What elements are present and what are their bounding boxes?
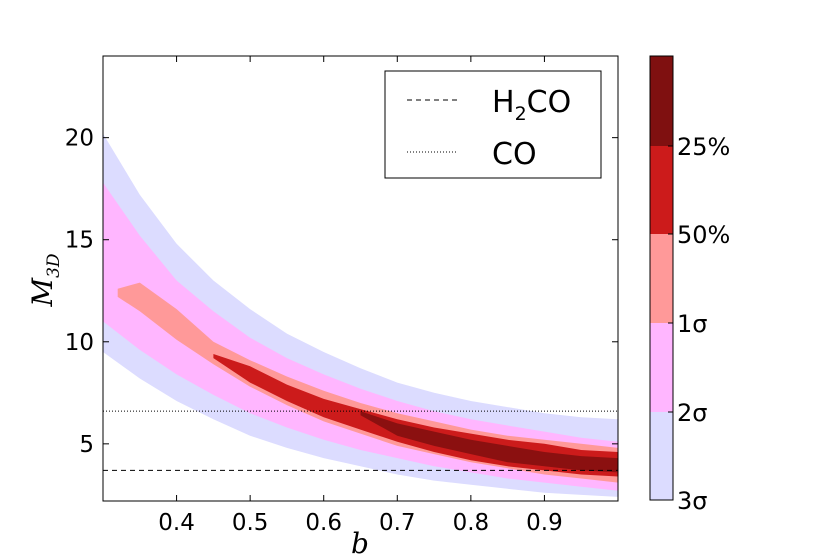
colorbar-segment-3 (650, 146, 673, 234)
y-tick-label: 10 (65, 330, 94, 356)
colorbar-segment-0 (650, 412, 673, 500)
svg-text:M3D: M3D (26, 253, 64, 307)
legend-h2co-label: H2CO (492, 85, 571, 125)
y-axis-label-sub: 3D (44, 253, 64, 278)
colorbar-labels: 3σ 2σ 1σ 50% 25% (668, 133, 730, 515)
colorbar-segment-2 (650, 234, 673, 323)
y-axis-ticks: 5 10 15 20 (65, 126, 618, 458)
colorbar-segment-4 (650, 56, 673, 146)
y-tick-label: 15 (65, 228, 94, 254)
contour-band-4 (360, 411, 618, 473)
legend-box (384, 70, 602, 179)
colorbar-label: 50% (677, 221, 730, 249)
legend: H2CO CO (384, 70, 602, 179)
x-axis-label: b (351, 527, 369, 557)
contour-regions (103, 133, 618, 497)
legend-co-label: CO (492, 137, 537, 172)
y-tick-label: 5 (79, 432, 94, 458)
x-tick-label: 0.6 (305, 510, 342, 536)
colorbar-label: 25% (677, 133, 730, 161)
legend-h2co-sub: 2 (515, 103, 527, 125)
colorbar-frame (649, 55, 674, 501)
colorbar-segment-1 (650, 323, 673, 412)
colorbar-label: 2σ (677, 399, 707, 427)
y-tick-label: 20 (65, 126, 94, 152)
y-axis-label: M3D (26, 253, 64, 307)
x-tick-label: 0.9 (526, 510, 563, 536)
legend-h2co-main: H (492, 85, 515, 120)
x-tick-label: 0.5 (232, 510, 269, 536)
legend-h2co-tail: CO (527, 85, 572, 120)
colorbar (649, 55, 674, 501)
x-tick-label: 0.7 (379, 510, 416, 536)
contour-band-0 (103, 133, 618, 497)
contour-band-3 (213, 354, 618, 477)
x-tick-label: 0.8 (453, 510, 490, 536)
y-axis-label-main: M (26, 277, 59, 308)
colorbar-label: 1σ (677, 310, 707, 338)
plot-frame (102, 55, 619, 502)
colorbar-label: 3σ (677, 487, 707, 515)
x-tick-label: 0.4 (158, 510, 195, 536)
x-axis-ticks: 0.4 0.5 0.6 0.7 0.8 0.9 (158, 56, 563, 536)
reference-lines (103, 410, 618, 471)
